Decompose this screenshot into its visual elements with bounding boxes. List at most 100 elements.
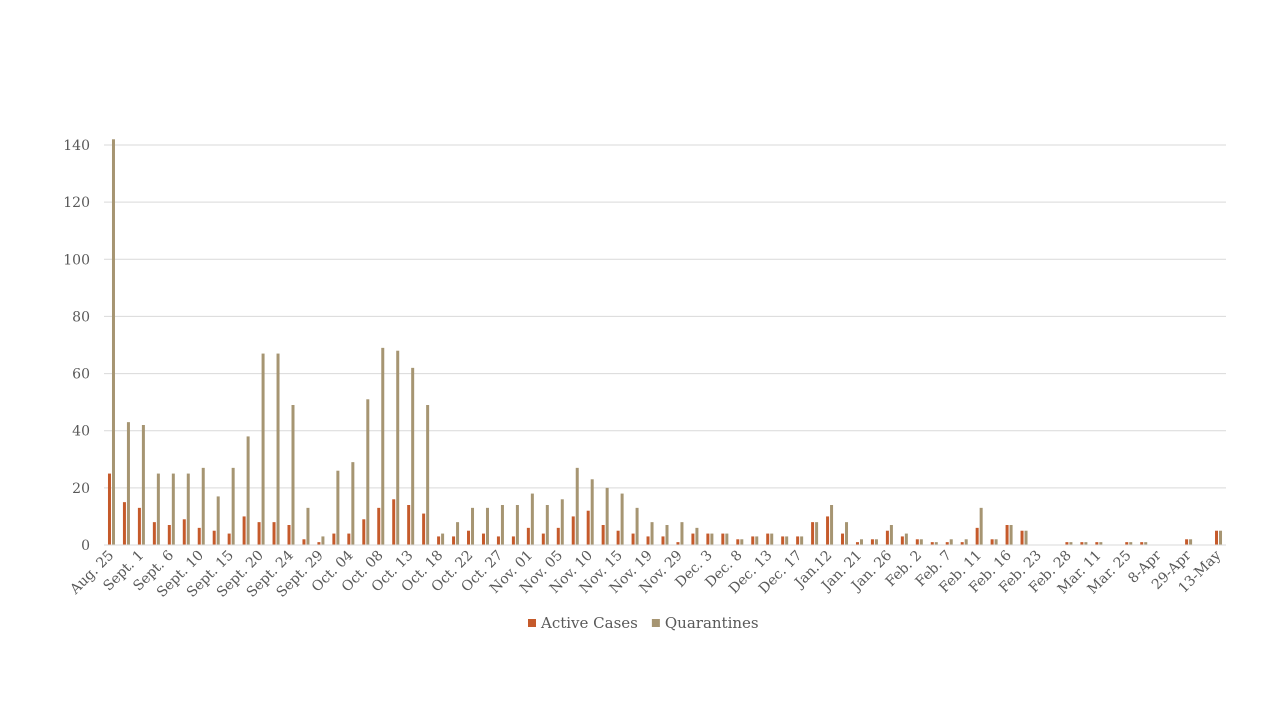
bar-active-cases xyxy=(975,527,979,545)
bar-active-cases xyxy=(1215,530,1219,545)
bar-active-cases xyxy=(900,536,904,545)
bar-quarantines xyxy=(785,536,789,545)
bar-quarantines xyxy=(605,487,609,545)
bar-active-cases xyxy=(1140,542,1144,545)
bar-active-cases xyxy=(496,536,500,545)
bar-active-cases xyxy=(257,522,261,545)
bar-quarantines xyxy=(815,522,819,545)
bar-active-cases xyxy=(556,527,560,545)
y-tick-label: 100 xyxy=(63,252,90,268)
y-tick-label: 60 xyxy=(72,367,90,383)
bar-quarantines xyxy=(291,405,295,545)
bar-quarantines xyxy=(456,522,460,545)
bar-quarantines xyxy=(934,542,938,545)
bar-quarantines xyxy=(904,533,908,545)
bar-quarantines xyxy=(650,522,654,545)
bar-active-cases xyxy=(616,530,620,545)
bar-quarantines xyxy=(1024,530,1028,545)
bar-quarantines xyxy=(276,353,280,545)
bar-active-cases xyxy=(167,525,171,545)
bar-active-cases xyxy=(661,536,665,545)
bar-quarantines xyxy=(1144,542,1148,545)
bar-active-cases xyxy=(362,519,366,545)
bar-active-cases xyxy=(422,513,426,545)
bar-active-cases xyxy=(796,536,800,545)
bar-active-cases xyxy=(691,533,695,545)
bars xyxy=(107,139,1223,546)
bar-active-cases xyxy=(841,533,845,545)
bar-active-cases xyxy=(751,536,755,545)
bar-quarantines xyxy=(426,405,430,545)
bar-active-cases xyxy=(272,522,276,545)
bar-quarantines xyxy=(845,522,849,545)
bar-quarantines xyxy=(770,533,774,545)
bar-quarantines xyxy=(396,350,400,545)
y-tick-label: 140 xyxy=(63,138,90,154)
bar-quarantines xyxy=(141,425,145,545)
bar-active-cases xyxy=(1125,542,1129,545)
y-tick-label: 40 xyxy=(72,424,90,440)
bar-active-cases xyxy=(317,542,321,545)
bar-quarantines xyxy=(171,473,175,545)
y-tick-label: 0 xyxy=(81,538,90,554)
bar-quarantines xyxy=(471,507,475,545)
bar-quarantines xyxy=(216,496,220,545)
bar-quarantines xyxy=(1189,539,1193,545)
bar-quarantines xyxy=(859,539,863,545)
bar-quarantines xyxy=(156,473,160,545)
bar-quarantines xyxy=(111,139,115,546)
bar-active-cases xyxy=(212,530,216,545)
bar-quarantines xyxy=(366,399,370,545)
bar-quarantines xyxy=(964,539,968,545)
bar-quarantines xyxy=(336,470,340,545)
bar-quarantines xyxy=(306,507,310,545)
bar-active-cases xyxy=(182,519,186,545)
bar-active-cases xyxy=(347,533,351,545)
bar-active-cases xyxy=(377,507,381,545)
bar-quarantines xyxy=(620,493,624,545)
bar-active-cases xyxy=(646,536,650,545)
bar-active-cases xyxy=(885,530,889,545)
gridlines xyxy=(104,144,1226,546)
bar-active-cases xyxy=(676,542,680,545)
bar-active-cases xyxy=(107,473,111,545)
bar-active-cases xyxy=(781,536,785,545)
bar-active-cases xyxy=(332,533,336,545)
bar-quarantines xyxy=(500,505,504,545)
bar-quarantines xyxy=(994,539,998,545)
bar-quarantines xyxy=(665,525,669,545)
bar-quarantines xyxy=(949,539,953,545)
bar-quarantines xyxy=(710,533,714,545)
bar-quarantines xyxy=(530,493,534,545)
bar-quarantines xyxy=(740,539,744,545)
bar-quarantines xyxy=(186,473,190,545)
legend-swatch xyxy=(528,619,536,627)
bar-quarantines xyxy=(485,507,489,545)
bar-quarantines xyxy=(351,462,355,545)
bar-active-cases xyxy=(1005,525,1009,545)
bar-quarantines xyxy=(1099,542,1103,545)
bar-active-cases xyxy=(631,533,635,545)
bar-active-cases xyxy=(137,507,141,545)
bar-quarantines xyxy=(800,536,804,545)
bar-quarantines xyxy=(261,353,265,545)
bar-active-cases xyxy=(122,502,126,545)
bar-quarantines xyxy=(1009,525,1013,545)
bar-active-cases xyxy=(407,505,411,545)
bar-active-cases xyxy=(811,522,815,545)
bar-active-cases xyxy=(511,536,515,545)
bar-active-cases xyxy=(571,516,575,545)
bar-quarantines xyxy=(545,505,549,545)
bar-active-cases xyxy=(706,533,710,545)
y-axis: 0 20 40 60 80 100 120 140 xyxy=(63,138,90,554)
bar-quarantines xyxy=(755,536,759,545)
bar-quarantines xyxy=(231,467,235,545)
bar-quarantines xyxy=(1069,542,1073,545)
bar-active-cases xyxy=(302,539,306,545)
bar-active-cases xyxy=(1020,530,1024,545)
bar-quarantines xyxy=(1129,542,1133,545)
bar-quarantines xyxy=(411,367,415,545)
y-tick-label: 20 xyxy=(72,481,90,497)
bar-quarantines xyxy=(874,539,878,545)
